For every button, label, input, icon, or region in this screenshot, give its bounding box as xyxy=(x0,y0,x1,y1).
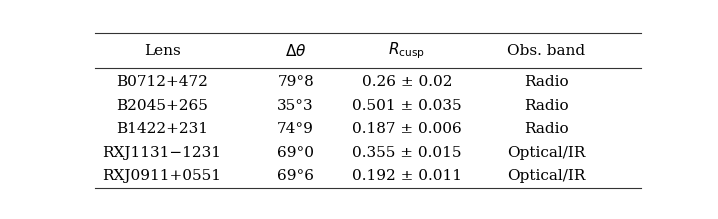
Text: RXJ1131−1231: RXJ1131−1231 xyxy=(103,146,222,160)
Text: $R_{\mathrm{cusp}}$: $R_{\mathrm{cusp}}$ xyxy=(388,41,426,61)
Text: Radio: Radio xyxy=(523,75,569,89)
Text: 79°8: 79°8 xyxy=(277,75,314,89)
Text: Radio: Radio xyxy=(523,122,569,136)
Text: Optical/IR: Optical/IR xyxy=(507,146,585,160)
Text: 0.26 ± 0.02: 0.26 ± 0.02 xyxy=(362,75,452,89)
Text: 0.355 ± 0.015: 0.355 ± 0.015 xyxy=(352,146,462,160)
Text: 69°0: 69°0 xyxy=(277,146,314,160)
Text: B0712+472: B0712+472 xyxy=(116,75,208,89)
Text: Optical/IR: Optical/IR xyxy=(507,169,585,183)
Text: B1422+231: B1422+231 xyxy=(116,122,208,136)
Text: 74°9: 74°9 xyxy=(277,122,314,136)
Text: $\Delta\theta$: $\Delta\theta$ xyxy=(285,43,307,59)
Text: Radio: Radio xyxy=(523,99,569,113)
Text: 0.192 ± 0.011: 0.192 ± 0.011 xyxy=(352,169,462,183)
Text: Lens: Lens xyxy=(144,44,180,58)
Text: 0.501 ± 0.035: 0.501 ± 0.035 xyxy=(352,99,462,113)
Text: RXJ0911+0551: RXJ0911+0551 xyxy=(103,169,222,183)
Text: B2045+265: B2045+265 xyxy=(116,99,208,113)
Text: 69°6: 69°6 xyxy=(277,169,314,183)
Text: 0.187 ± 0.006: 0.187 ± 0.006 xyxy=(352,122,462,136)
Text: Obs. band: Obs. band xyxy=(507,44,585,58)
Text: 35°3: 35°3 xyxy=(277,99,314,113)
